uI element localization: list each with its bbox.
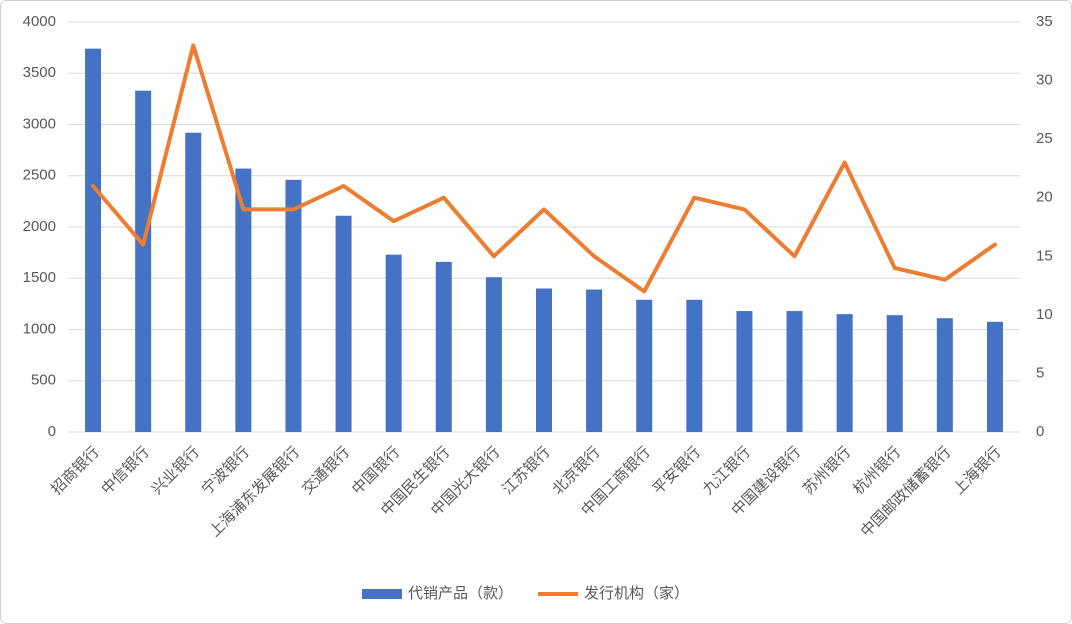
y2-tick-label: 30: [1036, 72, 1053, 89]
y2-tick-label: 0: [1036, 423, 1044, 440]
bar: [736, 311, 753, 432]
bar: [536, 288, 552, 432]
y-tick-label: 1500: [23, 269, 56, 286]
legend-label: 发行机构（家）: [584, 585, 689, 602]
bar: [636, 299, 653, 432]
bar: [485, 277, 502, 432]
y2-tick-label: 20: [1036, 189, 1053, 206]
y2-tick-label: 5: [1036, 364, 1044, 381]
bar: [936, 318, 953, 432]
bar: [235, 168, 252, 432]
bar: [586, 289, 603, 432]
y-tick-label: 3000: [23, 115, 56, 132]
y2-tick-label: 25: [1036, 130, 1053, 147]
y-tick-label: 2000: [23, 218, 56, 235]
y2-tick-label: 10: [1036, 306, 1053, 323]
legend-label: 代销产品（款）: [408, 585, 513, 602]
y-tick-label: 2500: [23, 167, 56, 184]
y-tick-label: 3500: [23, 64, 56, 81]
bar: [285, 179, 302, 432]
bar: [786, 311, 803, 432]
y-tick-label: 500: [31, 372, 56, 389]
bar: [335, 215, 352, 432]
line: [91, 43, 997, 294]
y-tick-label: 0: [48, 423, 56, 440]
bar: [135, 90, 152, 433]
y-tick-label: 4000: [23, 13, 56, 30]
bar: [886, 315, 903, 432]
bar: [986, 321, 1003, 432]
bar: [185, 132, 202, 432]
y2-tick-label: 35: [1036, 13, 1053, 30]
bar: [836, 314, 853, 432]
bar: [385, 254, 402, 432]
y2-tick-label: 15: [1036, 247, 1053, 264]
bar: [85, 48, 102, 433]
bar: [435, 261, 452, 432]
bar: [686, 299, 703, 432]
y-tick-label: 1000: [23, 320, 56, 337]
legend-swatch: [362, 589, 402, 599]
